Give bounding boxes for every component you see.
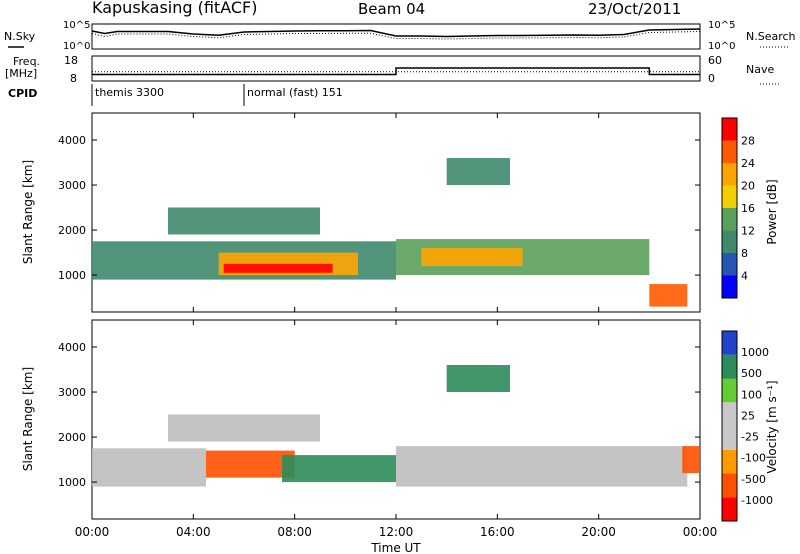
noise-tick-right-bottom: 10^0 [708, 41, 735, 52]
nsearch-label: N.Search [746, 30, 796, 43]
x-tick-label: 08:00 [277, 525, 312, 539]
scatter-region [282, 455, 396, 483]
colorbar-frame [721, 330, 738, 522]
power-data [92, 158, 688, 307]
colorbar-swatch [722, 163, 737, 186]
freq-tick-top: 18 [64, 54, 78, 67]
cpid-track: themis 3300 normal (fast) 151 [91, 84, 343, 106]
cpid-segment-label: normal (fast) 151 [247, 86, 343, 99]
time-x-axis: 00:00 04:00 08:00 12:00 16:00 20:00 00:00 [75, 113, 718, 539]
colorbar-tick-label: 500 [741, 367, 762, 380]
colorbar-tick-label: -1000 [741, 494, 773, 507]
y-tick-label: 4000 [58, 134, 86, 147]
nsky-label: N.Sky [4, 30, 36, 43]
xlabel: Time UT [370, 541, 421, 554]
colorbar-swatch [722, 230, 737, 253]
x-tick-label: 00:00 [75, 525, 110, 539]
colorbar-tick-label: 12 [741, 225, 755, 238]
y-tick-label: 1000 [58, 269, 86, 282]
colorbar-swatch [722, 449, 737, 474]
freq-series-line [92, 67, 700, 76]
colorbar-swatch [722, 118, 737, 141]
y-tick-label: 3000 [58, 179, 86, 192]
y-tick-label: 1000 [58, 476, 86, 489]
noise-series-line [91, 28, 701, 38]
colorbar-swatch [722, 497, 737, 522]
cpid-segment-label: themis 3300 [95, 86, 164, 99]
colorbar-swatch [722, 426, 737, 450]
colorbar-tick-label: 28 [741, 135, 755, 148]
velocity-y-axis: 1000 2000 3000 4000 [58, 341, 700, 489]
x-tick-label: 20:00 [581, 525, 616, 539]
noise-tick-left-bottom: 10^0 [63, 41, 90, 52]
colorbar-swatch [722, 402, 737, 427]
colorbar-tick-label: -25 [741, 431, 759, 444]
scatter-region [396, 446, 688, 487]
freq-label: Freq. [13, 55, 40, 68]
colorbar-swatch [722, 473, 737, 498]
velocity-ylabel: Slant Range [km] [21, 367, 35, 471]
scatter-region [649, 284, 688, 307]
noise-tick-right-top: 10^5 [708, 20, 735, 31]
colorbar-swatch [722, 185, 737, 208]
velocity-data [92, 365, 700, 487]
power-ylabel: Slant Range [km] [21, 160, 35, 264]
scatter-region [682, 446, 700, 474]
velocity-colorbar-title: Velocity [m s⁻¹] [765, 380, 779, 473]
velocity-colorbar: 1000 500 100 25 -25 -100 -500 -1000 [721, 330, 773, 522]
colorbar-swatch [722, 275, 737, 298]
colorbar-tick-label: 16 [741, 202, 755, 215]
noise-panel-frame [91, 23, 701, 50]
scatter-region [168, 414, 320, 442]
power-colorbar-title: Power [dB] [765, 179, 779, 244]
colorbar-tick-label: 100 [741, 388, 762, 401]
colorbar-swatch [722, 378, 737, 403]
x-tick-label: 00:00 [683, 525, 718, 539]
power-y-axis: 1000 2000 3000 4000 [58, 134, 700, 282]
cpid-label: CPID [8, 87, 37, 100]
nave-tick-top: 60 [708, 54, 722, 67]
noise-tick-left-top: 10^5 [63, 20, 90, 31]
station-title: Kapuskasing (fitACF) [92, 0, 257, 17]
scatter-region [446, 158, 510, 185]
colorbar-tick-label: -500 [741, 473, 766, 486]
scatter-region [421, 248, 523, 267]
mhz-label: [MHz] [5, 67, 37, 80]
x-tick-label: 04:00 [176, 525, 211, 539]
y-tick-label: 2000 [58, 431, 86, 444]
colorbar-swatch [722, 208, 737, 231]
colorbar-swatch [722, 140, 737, 163]
y-tick-label: 4000 [58, 341, 86, 354]
scatter-region [206, 450, 295, 478]
scatter-region [168, 207, 320, 235]
colorbar-tick-label: 4 [741, 270, 748, 283]
noise-lines [91, 28, 701, 40]
nave-label: Nave [746, 63, 774, 76]
y-tick-label: 3000 [58, 386, 86, 399]
y-tick-label: 2000 [58, 224, 86, 237]
colorbar-frame [721, 117, 738, 299]
x-tick-label: 12:00 [379, 525, 414, 539]
nave-tick-bottom: 0 [708, 72, 715, 85]
colorbar-tick-label: 20 [741, 180, 755, 193]
scatter-region [92, 448, 206, 487]
colorbar-tick-label: 1000 [741, 346, 769, 359]
colorbar-swatch [722, 354, 737, 379]
freq-tick-bottom: 8 [70, 72, 77, 85]
beam-title: Beam 04 [358, 0, 425, 18]
freq-lines [92, 67, 700, 76]
colorbar-tick-label: 25 [741, 409, 755, 422]
date-title: 23/Oct/2011 [588, 0, 681, 18]
freq-panel-frame [91, 55, 701, 82]
colorbar-tick-label: 24 [741, 157, 755, 170]
colorbar-swatch [722, 253, 737, 276]
x-tick-label: 16:00 [480, 525, 515, 539]
scatter-region [446, 365, 510, 392]
scatter-region [223, 263, 333, 273]
colorbar-tick-label: -100 [741, 452, 766, 465]
power-colorbar: 28 24 20 16 12 8 4 [721, 117, 755, 299]
colorbar-tick-label: 8 [741, 247, 748, 260]
colorbar-swatch [722, 331, 737, 355]
